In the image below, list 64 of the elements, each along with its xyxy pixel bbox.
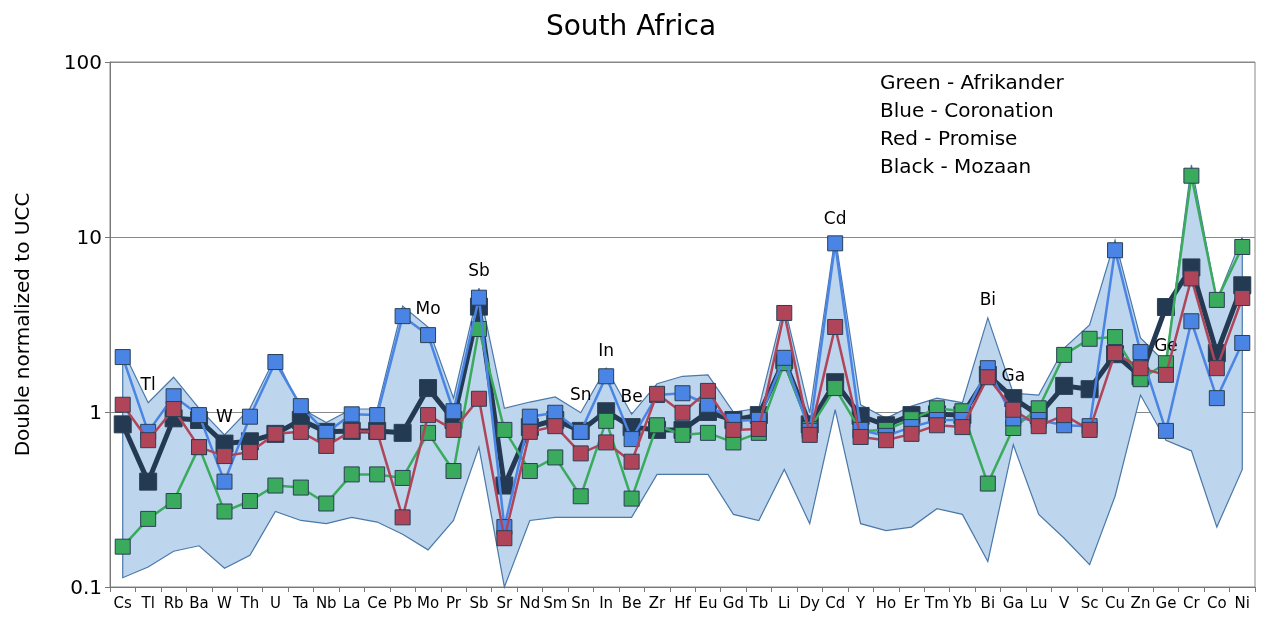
x-tick-label: Ta <box>291 593 309 612</box>
x-tick-label: Zn <box>1130 593 1151 612</box>
x-tick-label: Pr <box>446 593 462 612</box>
y-tick-label: 100 <box>63 50 102 74</box>
annotation: Sn <box>569 384 592 405</box>
x-tick-label: Th <box>239 593 260 612</box>
y-tick-label: 0.1 <box>70 575 102 599</box>
x-tick-label: Ga <box>1002 593 1024 612</box>
x-tick-label: Ce <box>367 593 388 612</box>
annotation: Red - Promise <box>880 126 1018 150</box>
x-tick-label: Ba <box>189 593 209 612</box>
annotation: Bi <box>979 289 997 310</box>
x-tick-label: Rb <box>163 593 184 612</box>
chart-title: South Africa <box>545 8 717 42</box>
y-axis-title: Double normalized to UCC <box>10 192 34 457</box>
x-tick-label: Dy <box>799 593 821 612</box>
x-tick-label: Hf <box>674 593 692 612</box>
annotation: In <box>598 339 615 360</box>
x-tick-label: Cs <box>113 593 133 612</box>
y-tick-label: 10 <box>76 225 102 249</box>
x-tick-label: Sm <box>543 593 568 612</box>
x-tick-label: Co <box>1207 593 1227 612</box>
x-tick-label: Pb <box>393 593 412 612</box>
annotation: Black - Mozaan <box>880 154 1032 178</box>
x-tick-label: V <box>1059 593 1071 612</box>
annotation: Tl <box>139 374 156 395</box>
x-tick-label: Cr <box>1183 593 1201 612</box>
x-tick-label: Eu <box>698 593 718 612</box>
x-tick-label: Sc <box>1080 593 1099 612</box>
x-tick-label: Sr <box>496 593 514 612</box>
x-tick-label: Bi <box>980 593 996 612</box>
x-tick-label: Tl <box>140 593 155 612</box>
x-tick-label: Li <box>778 593 791 612</box>
x-tick-label: Cu <box>1105 593 1126 612</box>
x-tick-label: Mo <box>416 593 440 612</box>
x-tick-label: Gd <box>722 593 744 612</box>
x-tick-label: Nb <box>315 593 337 612</box>
x-tick-label: La <box>342 593 361 612</box>
annotation: Sb <box>468 259 490 280</box>
x-tick-label: Nd <box>519 593 541 612</box>
annotation: Green - Afrikander <box>880 70 1065 94</box>
x-tick-label: Sn <box>571 593 591 612</box>
x-tick-label: In <box>599 593 614 612</box>
x-tick-label: Tm <box>924 593 949 612</box>
x-tick-label: Er <box>903 593 921 612</box>
x-tick-label: Yb <box>952 593 972 612</box>
x-tick-label: Cd <box>825 593 846 612</box>
y-tick-label: 1 <box>89 400 102 424</box>
annotation: W <box>216 406 234 427</box>
x-tick-label: Ho <box>875 593 897 612</box>
annotation: Be <box>620 385 643 406</box>
annotation: Blue - Coronation <box>880 98 1054 122</box>
x-tick-label: Ge <box>1155 593 1177 612</box>
x-tick-label: Sb <box>469 593 489 612</box>
x-tick-label: Be <box>621 593 642 612</box>
x-tick-label: U <box>269 593 281 612</box>
annotation: Cd <box>823 207 847 228</box>
annotation: Mo <box>415 298 441 319</box>
x-tick-label: Zr <box>648 593 667 612</box>
x-tick-label: Tb <box>748 593 769 612</box>
x-tick-label: W <box>217 593 233 612</box>
x-tick-label: Y <box>855 593 867 612</box>
x-tick-label: Ni <box>1234 593 1250 612</box>
x-tick-label: Lu <box>1029 593 1048 612</box>
